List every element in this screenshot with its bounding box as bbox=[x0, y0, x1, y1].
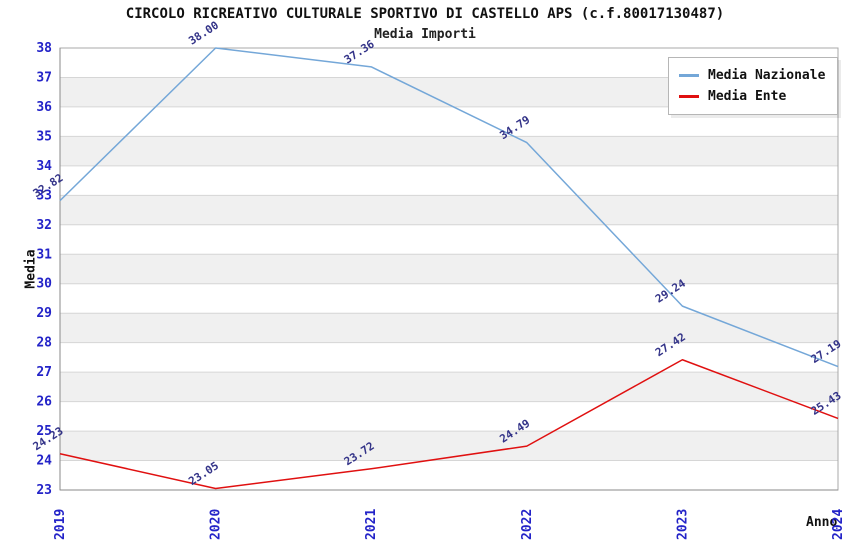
y-tick-label: 33 bbox=[36, 188, 52, 203]
y-tick-label: 30 bbox=[36, 277, 52, 292]
x-tick-label: 2022 bbox=[520, 509, 535, 540]
y-tick-label: 25 bbox=[36, 424, 52, 439]
value-label: 38.00 bbox=[186, 19, 221, 48]
background-band bbox=[60, 283, 838, 314]
y-tick-label: 38 bbox=[36, 41, 52, 56]
y-tick-label: 32 bbox=[36, 218, 52, 233]
background-band bbox=[60, 254, 838, 284]
background-band bbox=[60, 372, 838, 402]
legend-swatch-media-nazionale bbox=[679, 74, 699, 77]
y-tick-label: 24 bbox=[36, 454, 52, 469]
y-tick-label: 35 bbox=[36, 129, 52, 144]
x-axis-title: Anno bbox=[806, 515, 838, 530]
x-tick-label: 2020 bbox=[209, 509, 224, 540]
y-tick-label: 36 bbox=[36, 100, 52, 115]
chart-subtitle: Media Importi bbox=[374, 27, 476, 42]
background-band bbox=[60, 460, 838, 490]
legend-item-media-nazionale: Media Nazionale bbox=[679, 65, 825, 86]
background-band bbox=[60, 224, 838, 255]
chart-title: CIRCOLO RICREATIVO CULTURALE SPORTIVO DI… bbox=[125, 6, 725, 22]
legend: Media Nazionale Media Ente bbox=[668, 57, 839, 115]
y-tick-label: 34 bbox=[36, 159, 52, 174]
legend-label-media-nazionale: Media Nazionale bbox=[708, 68, 826, 83]
y-tick-label: 28 bbox=[36, 336, 52, 351]
series-line-media-ente bbox=[59, 359, 839, 490]
background-band bbox=[60, 313, 838, 343]
x-tick-label: 2023 bbox=[675, 509, 690, 540]
y-tick-label: 23 bbox=[36, 483, 52, 498]
background-band bbox=[60, 136, 838, 166]
y-tick-label: 31 bbox=[36, 247, 52, 262]
x-tick-label: 2021 bbox=[364, 509, 379, 540]
legend-label-media-ente: Media Ente bbox=[708, 89, 787, 104]
legend-item-media-ente: Media Ente bbox=[679, 86, 825, 107]
series-line-media-nazionale bbox=[59, 47, 839, 368]
background-band bbox=[60, 431, 838, 461]
background-band bbox=[60, 165, 838, 196]
x-tick-label: 2019 bbox=[53, 509, 68, 540]
y-tick-label: 29 bbox=[36, 306, 52, 321]
legend-swatch-media-ente bbox=[679, 95, 699, 98]
y-tick-label: 37 bbox=[36, 70, 52, 85]
y-tick-label: 26 bbox=[36, 395, 52, 410]
x-tick-label: 2024 bbox=[831, 509, 846, 540]
background-band bbox=[60, 401, 838, 432]
y-tick-label: 27 bbox=[36, 365, 52, 380]
background-band bbox=[60, 195, 838, 225]
background-band bbox=[60, 342, 838, 373]
